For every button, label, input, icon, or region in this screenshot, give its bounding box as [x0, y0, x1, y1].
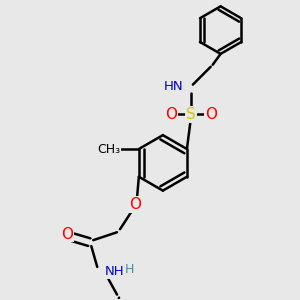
Text: CH₃: CH₃	[98, 142, 121, 155]
Text: O: O	[129, 197, 141, 212]
Text: O: O	[61, 227, 74, 242]
Text: S: S	[186, 107, 196, 122]
Text: O: O	[165, 107, 177, 122]
Text: H: H	[125, 263, 134, 276]
Text: HN: HN	[163, 80, 183, 93]
Text: O: O	[205, 107, 217, 122]
Text: NH: NH	[105, 266, 125, 278]
